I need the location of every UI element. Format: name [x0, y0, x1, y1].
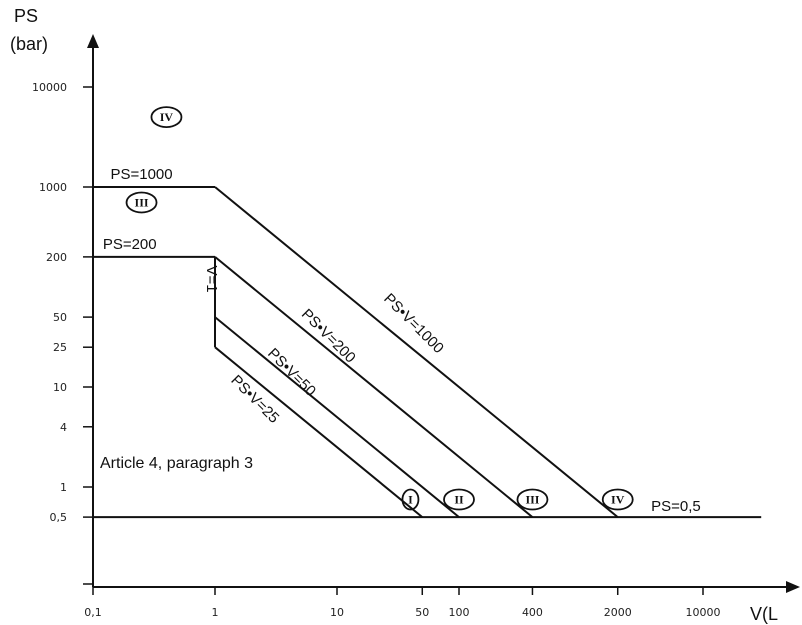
x-axis-arrow-icon	[786, 581, 800, 593]
boundary-line	[214, 346, 423, 518]
x-tick-label: 100	[449, 606, 470, 619]
annotation-article-4: Article 4, paragraph 3	[100, 455, 253, 472]
x-tick-label: 400	[522, 606, 543, 619]
y-tick-label: 0,5	[50, 511, 68, 524]
y-tick-label: 50	[53, 311, 67, 324]
y-tick-label: 200	[46, 251, 67, 264]
category-label: IV	[611, 492, 625, 506]
category-circle	[401, 488, 420, 511]
x-tick-label: 1	[212, 606, 219, 619]
boundary-line	[214, 316, 460, 518]
category-label: III	[525, 492, 539, 506]
y-axis-label-line2: (bar)	[10, 34, 48, 54]
line-label: PS=1000	[110, 166, 172, 183]
y-tick-label: 10000	[32, 81, 67, 94]
y-axis-label-line1: PS	[14, 6, 38, 26]
line-label: PS•V=50	[264, 345, 319, 400]
line-label: PS=0,5	[651, 498, 701, 515]
category-label: IV	[160, 110, 174, 124]
category-circle	[125, 191, 158, 214]
category-circle	[601, 488, 634, 511]
y-tick-label: 1000	[39, 181, 67, 194]
line-label: PS•V=1000	[380, 290, 447, 357]
line-label: PS=200	[103, 236, 157, 253]
category-circle	[443, 488, 475, 511]
y-tick-label: 10	[53, 381, 67, 394]
category-label: I	[408, 492, 413, 506]
x-tick-label: 10	[330, 606, 344, 619]
x-tick-label: 10000	[686, 606, 721, 619]
category-label: III	[135, 195, 149, 209]
y-axis-arrow-icon	[87, 34, 99, 48]
x-tick-label: 0,1	[84, 606, 102, 619]
y-tick-label: 4	[60, 421, 67, 434]
x-tick-label: 50	[415, 606, 429, 619]
x-tick-label: 2000	[604, 606, 632, 619]
category-label: II	[454, 492, 464, 506]
category-circle	[150, 106, 183, 129]
plot-area: 0,5 1 4 10 25 50 200 1000 10000 0,1 1 10 50 100 400 200…	[32, 34, 800, 619]
boundary-line	[214, 256, 534, 518]
boundary-line	[214, 186, 619, 518]
y-tick-label: 1	[60, 481, 67, 494]
x-axis-label: V(L	[750, 604, 778, 624]
line-label: V=1	[203, 266, 220, 293]
line-label: PS•V=200	[298, 306, 359, 367]
y-tick-label: 25	[53, 341, 67, 354]
category-circle	[516, 488, 549, 511]
